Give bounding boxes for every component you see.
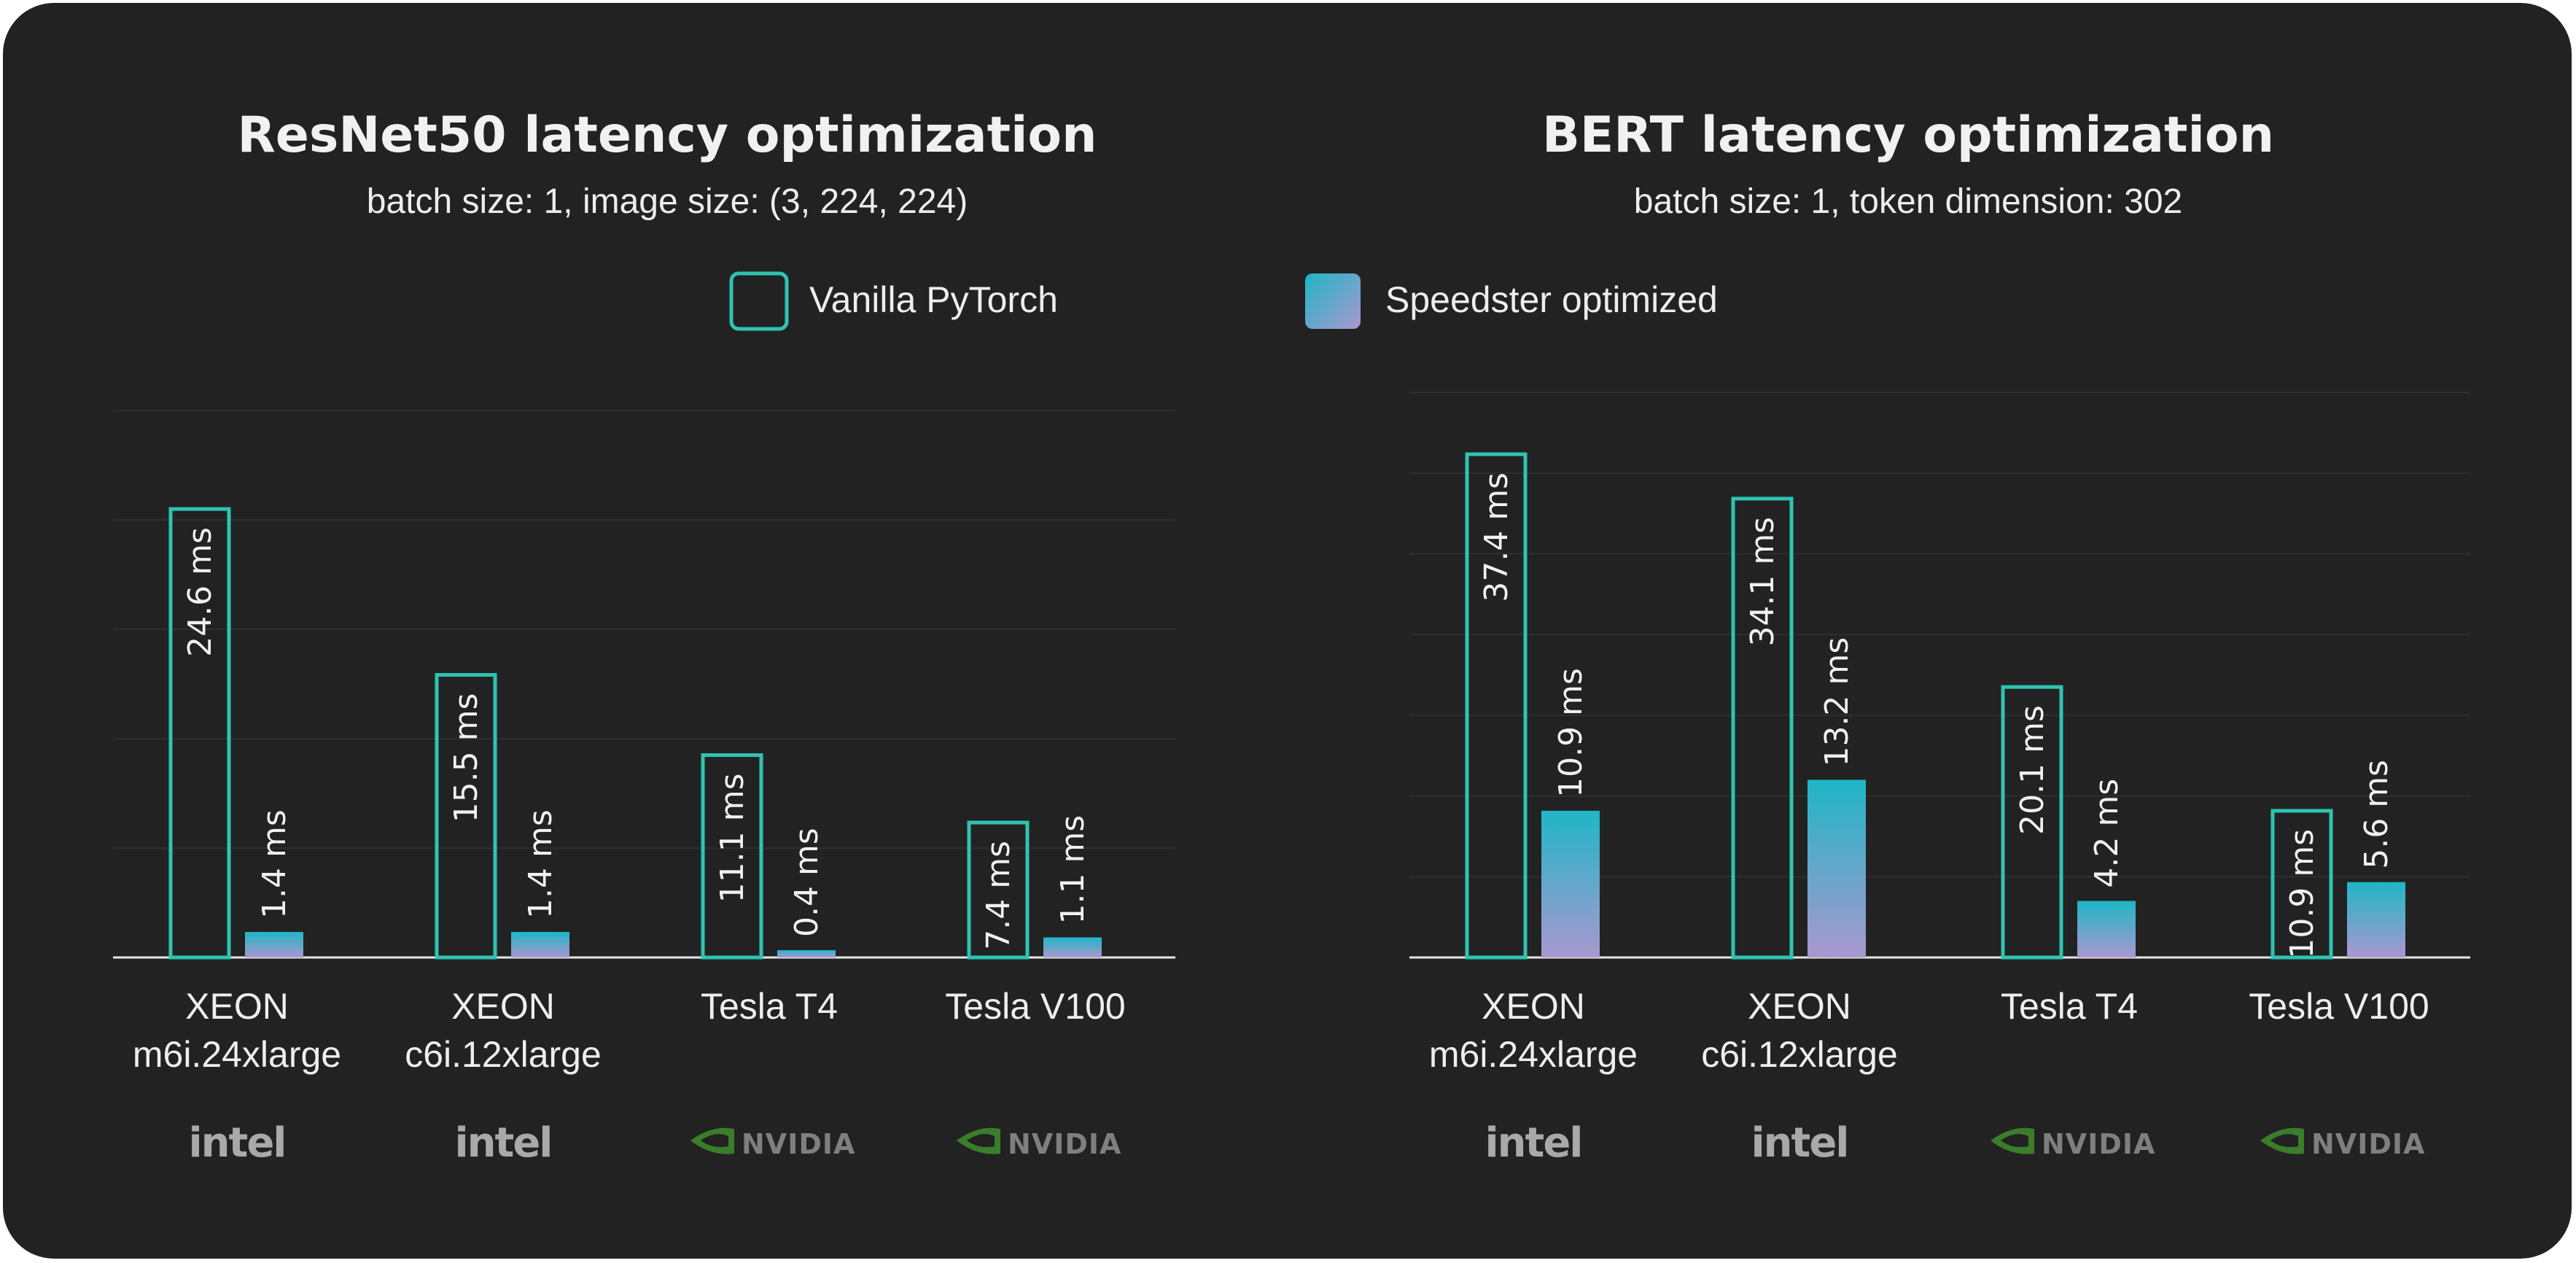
nvidia-logo: NVIDIA: [1991, 1127, 2155, 1160]
bar-vanilla-pytorch: [168, 507, 231, 960]
resnet-chart: 24.6 ms 1.4 ms XEON m6i.24xlarge intel 15.5 m…: [113, 410, 1175, 1167]
category-label: XEON: [451, 986, 555, 1027]
bar-label-vanilla: 10.9 ms: [2284, 829, 2321, 959]
bar-label-speedster: 10.9 ms: [1552, 668, 1589, 798]
category-label: Tesla V100: [945, 986, 1125, 1027]
bar-label-vanilla: 11.1 ms: [714, 774, 751, 903]
nvidia-eye-inner-icon: [967, 1134, 995, 1147]
nvidia-logo: NVIDIA: [690, 1127, 855, 1160]
bar-label-speedster: 5.6 ms: [2358, 760, 2395, 869]
bar-label-vanilla: 37.4 ms: [1478, 473, 1515, 602]
category-sublabel: c6i.12xlarge: [1701, 1034, 1898, 1075]
bar-vanilla-pytorch: [967, 820, 1030, 960]
bar-speedster-optimized: [2077, 901, 2136, 957]
bar-speedster-optimized: [777, 950, 836, 957]
legend-speedster-label: Speedster optimized: [1385, 279, 1718, 320]
bar-label-speedster: 1.4 ms: [522, 809, 559, 919]
nvidia-eye-inner-icon: [701, 1134, 728, 1147]
nvidia-wordmark: NVIDIA: [1008, 1128, 1121, 1160]
bar-vanilla-pytorch: [1465, 452, 1528, 960]
intel-logo: intel: [188, 1119, 285, 1167]
nvidia-wordmark: NVIDIA: [2042, 1128, 2155, 1160]
bar-vanilla-pytorch: [1731, 497, 1794, 960]
bar-vanilla-pytorch: [2270, 809, 2333, 960]
category-sublabel: m6i.24xlarge: [1429, 1034, 1638, 1075]
intel-logo: intel: [1751, 1119, 1848, 1167]
resnet-chart-subtitle: batch size: 1, image size: (3, 224, 224): [367, 182, 968, 221]
category-sublabel: m6i.24xlarge: [133, 1034, 341, 1075]
legend-speedster-swatch: [1305, 273, 1361, 329]
bar-label-vanilla: 24.6 ms: [182, 527, 219, 657]
bar-vanilla-pytorch: [2001, 685, 2063, 960]
bar-speedster-optimized: [1043, 937, 1102, 957]
bar-label-speedster: 1.4 ms: [256, 809, 293, 919]
category-label: Tesla T4: [701, 986, 838, 1027]
nvidia-wordmark: NVIDIA: [742, 1128, 855, 1160]
bar-label-speedster: 0.4 ms: [788, 828, 825, 937]
intel-logo: intel: [454, 1119, 551, 1167]
category-label: XEON: [185, 986, 289, 1027]
bar-vanilla-pytorch: [701, 753, 763, 960]
bar-speedster-optimized: [511, 932, 569, 957]
chart-card: [3, 3, 2572, 1259]
nvidia-eye-inner-icon: [2001, 1134, 2028, 1147]
resnet-chart-title: ResNet50 latency optimization: [237, 106, 1097, 164]
category-label: XEON: [1748, 986, 1851, 1027]
bar-label-vanilla: 20.1 ms: [2014, 705, 2051, 835]
nvidia-eye-inner-icon: [2270, 1134, 2298, 1147]
bert-chart: 37.4 ms 10.9 ms XEON m6i.24xlarge intel 34.1 …: [1409, 392, 2470, 1167]
bar-label-vanilla: 34.1 ms: [1744, 517, 1781, 647]
bar-label-speedster: 1.1 ms: [1054, 815, 1092, 925]
legend-vanilla-label: Vanilla PyTorch: [809, 279, 1058, 320]
bar-vanilla-pytorch: [435, 673, 497, 960]
intel-logo: intel: [1484, 1119, 1581, 1167]
bar-speedster-optimized: [1541, 810, 1600, 957]
legend-vanilla-swatch: [729, 271, 789, 331]
category-label: Tesla V100: [2249, 986, 2429, 1027]
bar-speedster-optimized: [2347, 882, 2405, 957]
nvidia-wordmark: NVIDIA: [2311, 1128, 2425, 1160]
bar-speedster-optimized: [245, 932, 303, 957]
category-label: Tesla T4: [2001, 986, 2138, 1027]
nvidia-logo: NVIDIA: [2260, 1127, 2425, 1160]
bar-label-vanilla: 7.4 ms: [980, 841, 1017, 950]
legend: Vanilla PyTorch Speedster optimized: [729, 271, 1718, 331]
nvidia-logo: NVIDIA: [957, 1127, 1121, 1160]
category-sublabel: c6i.12xlarge: [405, 1034, 602, 1075]
category-label: XEON: [1482, 986, 1585, 1027]
bar-label-speedster: 13.2 ms: [1818, 637, 1856, 767]
bert-chart-subtitle: batch size: 1, token dimension: 302: [1634, 182, 2182, 221]
bar-speedster-optimized: [1808, 780, 1866, 957]
bar-label-speedster: 4.2 ms: [2088, 779, 2125, 888]
bar-label-vanilla: 15.5 ms: [448, 693, 485, 823]
bert-chart-title: BERT latency optimization: [1542, 106, 2274, 164]
